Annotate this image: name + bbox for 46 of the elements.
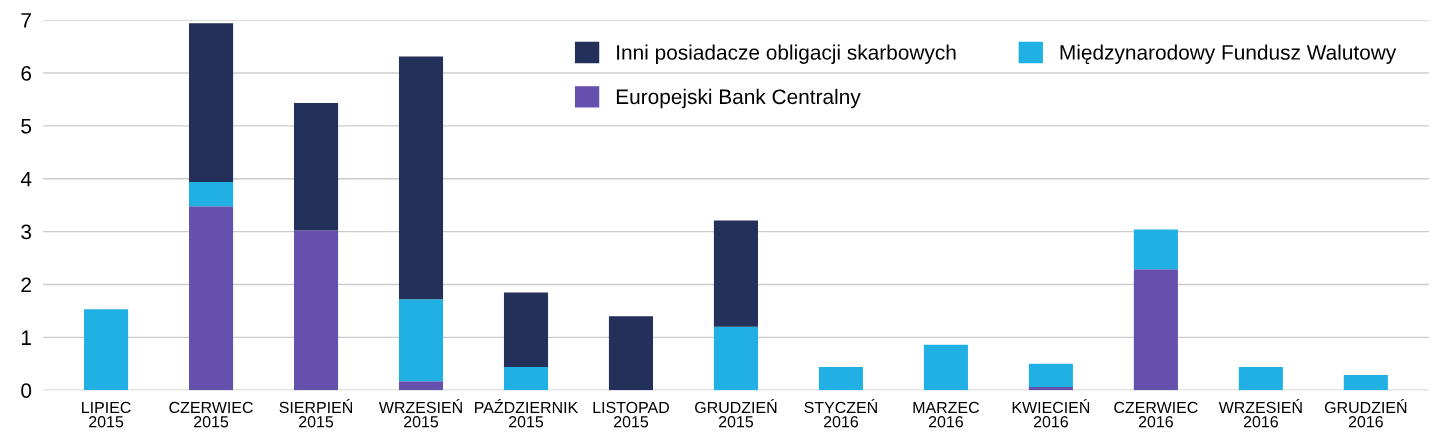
x-tick-label: WRZESIEŃ 2015 [378,399,462,428]
y-tick-label: 7 [21,13,31,28]
bar [503,366,549,391]
y-tick-label: 2 [21,277,31,293]
bar [608,316,654,391]
y-tick-label: 1 [21,330,31,345]
x-tick-label: MARZEC 2016 [913,401,980,428]
bar [503,292,549,367]
x-tick-label: STYCZEŃ 2016 [804,399,877,428]
x-tick-label: LISTOPAD 2015 [593,401,669,428]
bar [923,344,968,391]
bar [398,299,444,382]
x-tick-label: KWIECIEŃ 2016 [1012,399,1090,428]
y-tick-label: 6 [21,65,32,81]
x-tick-label: CZERWIEC 2015 [169,401,253,428]
x-tick-label: PAŹDZIERNIK 2015 [475,399,579,428]
x-tick-label: GRUDZIEŃ 2016 [1324,399,1407,428]
bar [293,103,339,231]
bar [293,230,339,391]
bar [713,326,758,391]
bar [713,220,758,327]
x-tick-label: GRUDZIEŃ 2015 [695,399,777,428]
y-tick-label: 3 [21,224,32,240]
bar [1133,269,1178,391]
legend-label: Inni posiadacze obligacji skarbowych [617,44,956,64]
y-tick-label: 5 [21,119,32,134]
bar [84,309,129,391]
legend-label: Międzynarodowy Fundusz Walutowy [1060,44,1397,64]
bar [189,23,234,182]
bar [1238,366,1283,391]
bar [189,206,234,391]
bar [189,181,234,207]
bar [1343,374,1388,391]
x-tick-label: WRZESIEŃ 2016 [1218,399,1302,428]
bar [1133,229,1178,270]
y-tick-label: 4 [20,171,32,187]
bar [1028,363,1073,388]
x-tick-label: SIERPIEŃ 2015 [279,399,352,428]
bar [818,366,863,391]
y-tick-label: 0 [21,383,32,398]
bar [398,56,444,300]
x-tick-label: CZERWIEC 2016 [1114,401,1198,428]
bar [398,381,444,391]
bar [1028,387,1073,391]
legend-label: Europejski Bank Centralny [616,88,861,109]
x-tick-label: LIPIEC 2015 [82,401,131,428]
